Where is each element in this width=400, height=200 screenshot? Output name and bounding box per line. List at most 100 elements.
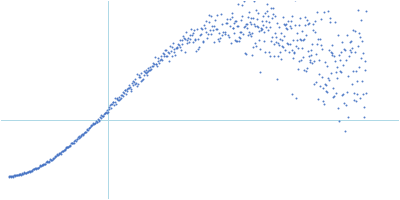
Point: [79, 132, 86, 135]
Point: [36, 164, 43, 167]
Point: [317, 85, 323, 88]
Point: [63, 146, 69, 149]
Point: [160, 55, 167, 58]
Point: [198, 32, 204, 35]
Point: [90, 122, 96, 125]
Point: [45, 160, 51, 163]
Point: [324, 90, 330, 94]
Point: [304, 66, 310, 69]
Point: [289, 92, 295, 95]
Point: [338, 51, 344, 54]
Point: [199, 28, 205, 31]
Point: [81, 131, 87, 134]
Point: [362, 59, 368, 62]
Point: [274, 42, 281, 45]
Point: [287, 42, 293, 45]
Point: [184, 39, 190, 42]
Point: [48, 158, 54, 162]
Point: [295, 46, 301, 49]
Point: [350, 28, 356, 32]
Point: [283, 27, 289, 30]
Point: [142, 70, 148, 73]
Point: [352, 51, 358, 54]
Point: [99, 114, 105, 118]
Point: [44, 161, 50, 164]
Point: [229, 15, 236, 18]
Point: [250, 46, 257, 49]
Point: [264, 10, 270, 13]
Point: [70, 141, 76, 144]
Point: [352, 30, 358, 33]
Point: [241, 52, 248, 55]
Point: [257, 70, 263, 73]
Point: [278, 32, 284, 35]
Point: [187, 37, 194, 40]
Point: [322, 90, 329, 93]
Point: [310, 28, 316, 31]
Point: [286, 24, 293, 28]
Point: [136, 74, 143, 77]
Point: [358, 79, 365, 82]
Point: [116, 98, 122, 101]
Point: [271, 55, 278, 58]
Point: [329, 51, 336, 55]
Point: [357, 35, 363, 38]
Point: [332, 20, 338, 24]
Point: [300, 55, 306, 59]
Point: [268, 17, 275, 20]
Point: [196, 45, 202, 48]
Point: [171, 47, 178, 51]
Point: [146, 68, 152, 72]
Point: [239, 3, 245, 7]
Point: [74, 138, 80, 141]
Point: [12, 174, 18, 177]
Point: [15, 173, 21, 177]
Point: [310, 22, 316, 25]
Point: [210, 29, 216, 32]
Point: [253, 8, 260, 11]
Point: [77, 135, 83, 139]
Point: [247, 34, 254, 37]
Point: [276, 44, 282, 47]
Point: [71, 139, 78, 143]
Point: [179, 38, 186, 41]
Point: [240, 32, 246, 35]
Point: [138, 80, 144, 83]
Point: [275, 55, 281, 58]
Point: [73, 140, 79, 143]
Point: [329, 43, 335, 46]
Point: [283, 28, 290, 31]
Point: [222, 32, 228, 35]
Point: [278, 44, 285, 47]
Point: [195, 48, 202, 51]
Point: [207, 28, 213, 31]
Point: [132, 83, 138, 86]
Point: [308, 54, 314, 57]
Point: [311, 83, 318, 86]
Point: [137, 75, 143, 78]
Point: [101, 112, 107, 116]
Point: [138, 71, 145, 75]
Point: [251, 0, 258, 3]
Point: [72, 139, 78, 142]
Point: [254, 25, 260, 28]
Point: [57, 152, 64, 155]
Point: [337, 69, 343, 72]
Point: [170, 50, 177, 54]
Point: [36, 165, 42, 168]
Point: [230, 26, 236, 30]
Point: [53, 155, 59, 158]
Point: [181, 51, 188, 54]
Point: [246, 21, 253, 24]
Point: [313, 81, 319, 84]
Point: [177, 46, 184, 49]
Point: [180, 34, 186, 37]
Point: [130, 83, 136, 87]
Point: [281, 24, 288, 27]
Point: [68, 141, 74, 144]
Point: [69, 142, 76, 145]
Point: [303, 33, 310, 37]
Point: [85, 126, 92, 129]
Point: [139, 78, 145, 81]
Point: [35, 166, 42, 170]
